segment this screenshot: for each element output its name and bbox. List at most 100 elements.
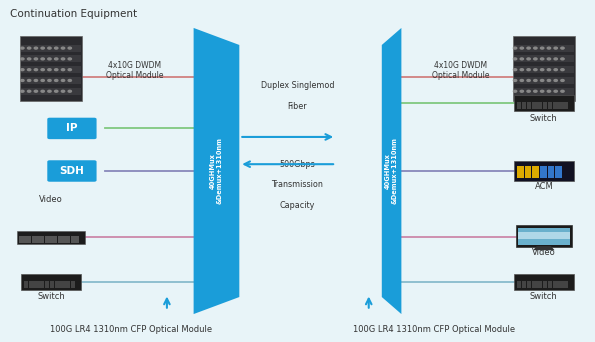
Circle shape <box>561 58 564 60</box>
FancyBboxPatch shape <box>35 281 39 288</box>
Circle shape <box>540 90 544 92</box>
Circle shape <box>61 47 65 49</box>
Circle shape <box>21 58 24 60</box>
Polygon shape <box>382 28 402 314</box>
Circle shape <box>55 58 58 60</box>
FancyBboxPatch shape <box>543 281 547 288</box>
FancyBboxPatch shape <box>20 37 82 101</box>
Text: Continuation Equipment: Continuation Equipment <box>10 9 137 19</box>
FancyBboxPatch shape <box>527 102 531 109</box>
Text: Switch: Switch <box>530 291 558 301</box>
Circle shape <box>527 47 530 49</box>
Circle shape <box>68 58 71 60</box>
FancyBboxPatch shape <box>517 166 524 178</box>
FancyBboxPatch shape <box>563 281 568 288</box>
Circle shape <box>554 47 558 49</box>
FancyBboxPatch shape <box>47 118 96 139</box>
Circle shape <box>554 90 558 92</box>
Polygon shape <box>193 28 239 314</box>
Text: Video: Video <box>39 195 63 205</box>
FancyBboxPatch shape <box>514 88 574 95</box>
Circle shape <box>520 47 524 49</box>
Circle shape <box>561 69 564 71</box>
FancyBboxPatch shape <box>45 236 49 242</box>
Circle shape <box>27 58 31 60</box>
Circle shape <box>540 47 544 49</box>
Circle shape <box>513 47 516 49</box>
FancyBboxPatch shape <box>71 281 75 288</box>
Text: Fiber: Fiber <box>288 102 307 111</box>
FancyBboxPatch shape <box>533 166 539 178</box>
Circle shape <box>21 90 24 92</box>
Circle shape <box>520 58 524 60</box>
FancyBboxPatch shape <box>525 166 531 178</box>
Circle shape <box>55 69 58 71</box>
Circle shape <box>21 47 24 49</box>
Circle shape <box>35 69 37 71</box>
Text: Switch: Switch <box>530 114 558 123</box>
FancyBboxPatch shape <box>563 102 568 109</box>
FancyBboxPatch shape <box>514 274 574 290</box>
Text: 4x10G DWDM
Optical Module: 4x10G DWDM Optical Module <box>105 61 163 80</box>
Circle shape <box>68 79 71 81</box>
Circle shape <box>41 79 45 81</box>
Circle shape <box>55 47 58 49</box>
Circle shape <box>561 90 564 92</box>
Circle shape <box>68 90 71 92</box>
Circle shape <box>561 47 564 49</box>
Circle shape <box>27 79 31 81</box>
FancyBboxPatch shape <box>71 236 74 242</box>
FancyBboxPatch shape <box>527 281 531 288</box>
Circle shape <box>534 90 537 92</box>
Polygon shape <box>533 246 555 250</box>
FancyBboxPatch shape <box>21 55 81 62</box>
Circle shape <box>547 69 550 71</box>
FancyBboxPatch shape <box>49 236 53 242</box>
FancyBboxPatch shape <box>21 66 81 73</box>
FancyBboxPatch shape <box>514 55 574 62</box>
Circle shape <box>554 79 558 81</box>
FancyBboxPatch shape <box>21 88 81 95</box>
Text: Duplex Singlemod: Duplex Singlemod <box>261 81 334 90</box>
Circle shape <box>61 90 65 92</box>
FancyBboxPatch shape <box>555 166 562 178</box>
Circle shape <box>68 69 71 71</box>
FancyBboxPatch shape <box>24 281 29 288</box>
FancyBboxPatch shape <box>516 281 521 288</box>
Circle shape <box>527 58 530 60</box>
Text: Transmission: Transmission <box>271 180 324 189</box>
FancyBboxPatch shape <box>537 281 542 288</box>
FancyBboxPatch shape <box>19 236 23 242</box>
Circle shape <box>27 69 31 71</box>
Circle shape <box>513 90 516 92</box>
FancyBboxPatch shape <box>23 236 27 242</box>
Text: 4x10G DWDM
Optical Module: 4x10G DWDM Optical Module <box>432 61 490 80</box>
FancyBboxPatch shape <box>21 44 81 52</box>
FancyBboxPatch shape <box>60 281 65 288</box>
Circle shape <box>513 58 516 60</box>
Circle shape <box>48 79 51 81</box>
FancyBboxPatch shape <box>516 102 521 109</box>
Text: Switch: Switch <box>37 291 65 301</box>
FancyBboxPatch shape <box>55 281 60 288</box>
Circle shape <box>540 69 544 71</box>
FancyBboxPatch shape <box>66 236 70 242</box>
FancyBboxPatch shape <box>522 281 527 288</box>
Circle shape <box>27 90 31 92</box>
Circle shape <box>513 79 516 81</box>
FancyBboxPatch shape <box>518 228 569 245</box>
Circle shape <box>561 79 564 81</box>
Circle shape <box>27 47 31 49</box>
FancyBboxPatch shape <box>39 281 44 288</box>
FancyBboxPatch shape <box>40 236 45 242</box>
Circle shape <box>527 79 530 81</box>
FancyBboxPatch shape <box>514 95 574 111</box>
Circle shape <box>41 58 45 60</box>
Circle shape <box>48 47 51 49</box>
Circle shape <box>61 69 65 71</box>
Text: Video: Video <box>532 248 556 257</box>
Text: 40GHMux
&Demux+1310nm: 40GHMux &Demux+1310nm <box>385 137 398 205</box>
FancyBboxPatch shape <box>558 102 563 109</box>
Text: SDH: SDH <box>60 166 84 176</box>
Circle shape <box>534 79 537 81</box>
